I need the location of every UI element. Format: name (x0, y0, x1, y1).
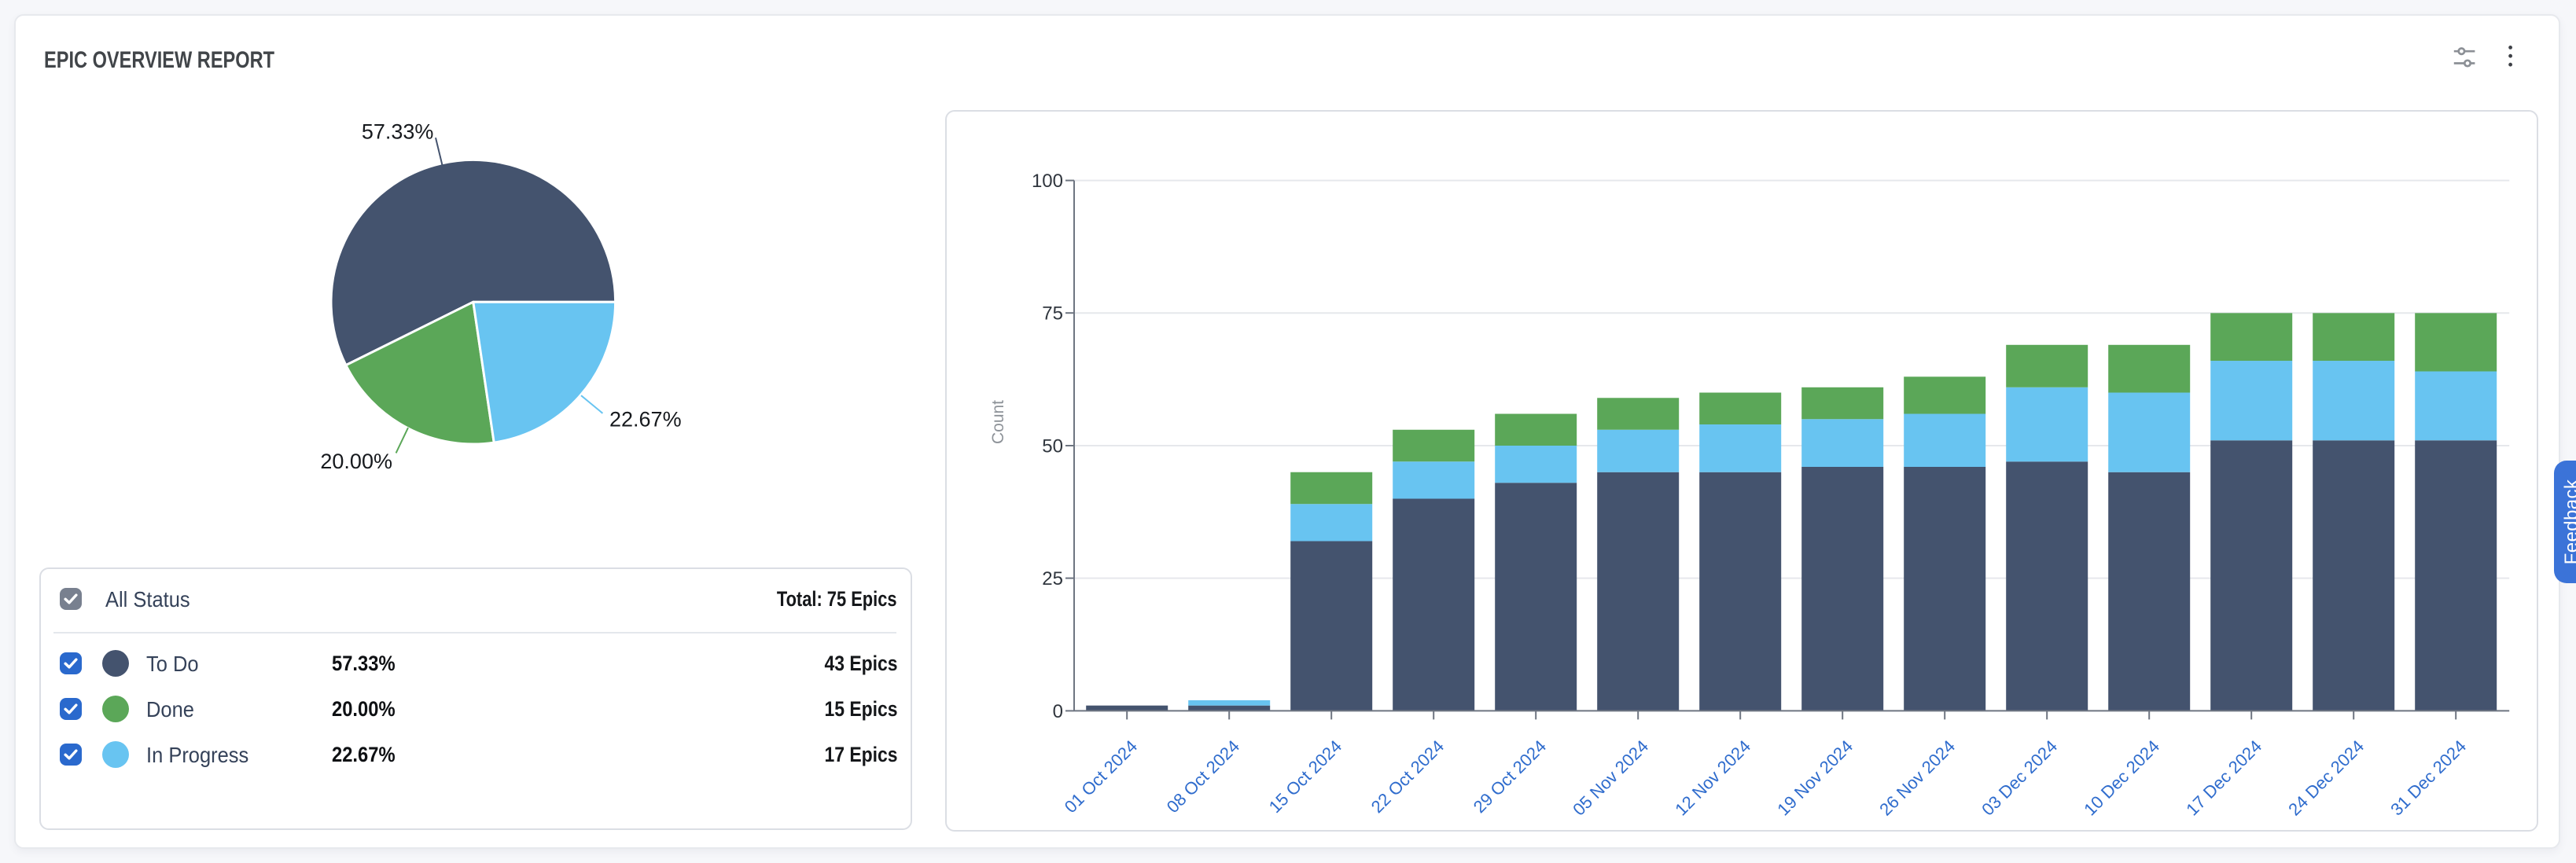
svg-text:15 Oct 2024: 15 Oct 2024 (1265, 736, 1345, 817)
svg-text:Count: Count (989, 400, 1007, 444)
svg-text:75: 75 (1042, 303, 1063, 325)
svg-text:29 Oct 2024: 29 Oct 2024 (1470, 736, 1550, 817)
svg-text:05 Nov 2024: 05 Nov 2024 (1569, 736, 1652, 820)
svg-text:08 Oct 2024: 08 Oct 2024 (1163, 736, 1243, 817)
svg-text:22 Oct 2024: 22 Oct 2024 (1367, 736, 1448, 817)
svg-text:25: 25 (1042, 568, 1063, 589)
svg-text:31 Dec 2024: 31 Dec 2024 (2386, 736, 2470, 820)
svg-text:17 Dec 2024: 17 Dec 2024 (2182, 736, 2265, 820)
svg-text:50: 50 (1042, 435, 1063, 457)
svg-text:12 Nov 2024: 12 Nov 2024 (1671, 736, 1754, 820)
svg-text:22.67%: 22.67% (609, 408, 682, 432)
svg-text:10 Dec 2024: 10 Dec 2024 (2080, 736, 2163, 820)
svg-text:0: 0 (1053, 701, 1063, 722)
svg-text:24 Dec 2024: 24 Dec 2024 (2284, 736, 2368, 820)
svg-text:100: 100 (1032, 171, 1063, 192)
svg-text:03 Dec 2024: 03 Dec 2024 (1978, 736, 2061, 820)
svg-text:57.33%: 57.33% (362, 120, 434, 144)
svg-text:01 Oct 2024: 01 Oct 2024 (1061, 736, 1141, 817)
svg-text:20.00%: 20.00% (320, 450, 392, 473)
svg-text:19 Nov 2024: 19 Nov 2024 (1773, 736, 1857, 820)
svg-text:26 Nov 2024: 26 Nov 2024 (1875, 736, 1959, 820)
